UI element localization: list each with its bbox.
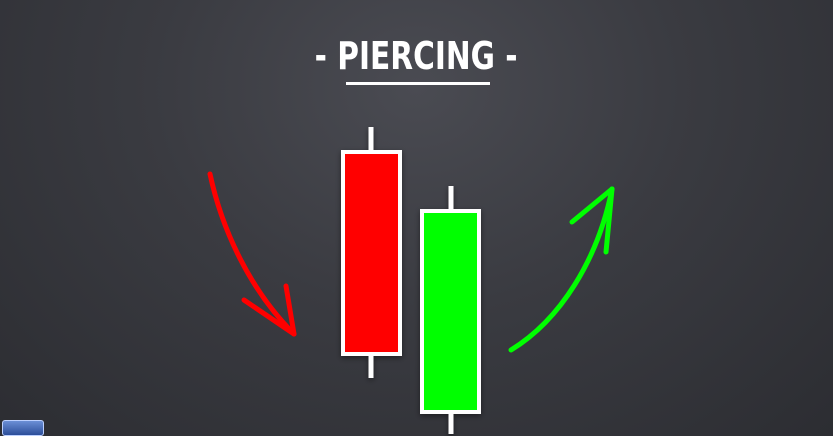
- bullish-candle-body: [420, 209, 481, 414]
- title-container: - PIERCING -: [0, 34, 833, 84]
- title-underline: [346, 82, 490, 85]
- bearish-candle: [341, 127, 402, 378]
- page-title: - PIERCING -: [315, 34, 518, 78]
- bullish-candle: [420, 186, 481, 434]
- green-curved-up-arrow-icon: [508, 186, 615, 353]
- bearish-candle-body: [341, 150, 402, 356]
- red-curved-down-arrow-icon: [207, 171, 297, 337]
- channel-logo-icon: [2, 420, 44, 436]
